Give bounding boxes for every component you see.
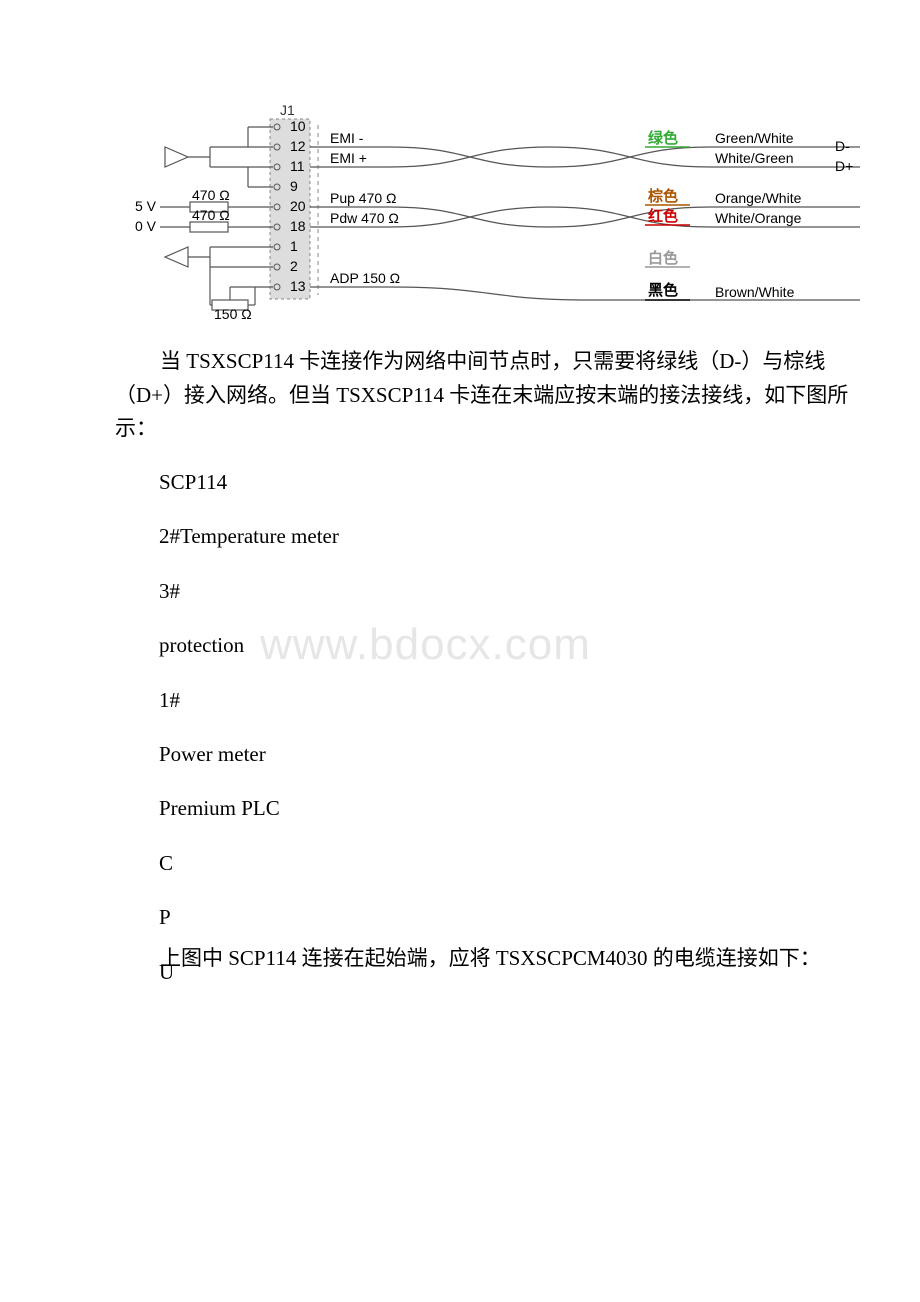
svg-text:1: 1 xyxy=(290,238,298,254)
list-item-1: SCP114 xyxy=(159,468,339,497)
list-item-2: 2#Temperature meter xyxy=(159,522,339,551)
svg-text:EMI -: EMI - xyxy=(330,130,364,146)
svg-text:13: 13 xyxy=(290,278,306,294)
list-section: SCP114 2#Temperature meter 3# protection… xyxy=(159,468,339,1012)
wiring-diagram: J1 10 12 11 9 20 18 1 2 13 xyxy=(130,95,880,320)
svg-text:470 Ω: 470 Ω xyxy=(192,187,230,203)
svg-text:0 V: 0 V xyxy=(135,218,157,234)
svg-text:D+: D+ xyxy=(835,158,853,174)
para2-text: 上图中 SCP114 连接在起始端，应将 TSXSCPCM4030 的电缆连接如… xyxy=(115,942,865,976)
svg-text:12: 12 xyxy=(290,138,306,154)
svg-text:470 Ω: 470 Ω xyxy=(192,207,230,223)
list-item-3: 3# xyxy=(159,577,339,606)
svg-text:Green/White: Green/White xyxy=(715,130,794,146)
list-item-9: P xyxy=(159,903,339,932)
svg-text:EMI +: EMI + xyxy=(330,150,367,166)
svg-text:Pup 470 Ω: Pup 470 Ω xyxy=(330,190,397,206)
list-item-7: Premium PLC xyxy=(159,794,339,823)
list-item-8: C xyxy=(159,849,339,878)
svg-text:Pdw 470 Ω: Pdw 470 Ω xyxy=(330,210,399,226)
svg-text:红色: 红色 xyxy=(648,207,678,225)
svg-text:5 V: 5 V xyxy=(135,198,157,214)
svg-text:18: 18 xyxy=(290,218,306,234)
svg-text:20: 20 xyxy=(290,198,306,214)
svg-text:10: 10 xyxy=(290,118,306,134)
right-cn-labels: 绿色 棕色 红色 白色 黑色 xyxy=(645,129,690,300)
paragraph-1: 当 TSXSCP114 卡连接作为网络中间节点时，只需要将绿线（D-）与棕线（D… xyxy=(115,345,865,446)
svg-text:白色: 白色 xyxy=(648,249,678,267)
svg-text:D-: D- xyxy=(835,138,850,154)
svg-text:White/Orange: White/Orange xyxy=(715,210,802,226)
svg-text:Brown/White: Brown/White xyxy=(715,284,795,300)
svg-text:ADP 150 Ω: ADP 150 Ω xyxy=(330,270,400,286)
svg-text:绿色: 绿色 xyxy=(648,129,678,147)
svg-text:150 Ω: 150 Ω xyxy=(214,306,252,320)
svg-text:棕色: 棕色 xyxy=(648,187,678,205)
svg-text:White/Green: White/Green xyxy=(715,150,794,166)
list-item-5: 1# xyxy=(159,686,339,715)
j1-label: J1 xyxy=(280,102,295,118)
list-item-4: protection xyxy=(159,631,339,660)
svg-text:黑色: 黑色 xyxy=(648,281,678,299)
svg-text:2: 2 xyxy=(290,258,298,274)
driver-symbols: 5 V 470 Ω 0 V 470 Ω 150 Ω xyxy=(135,127,273,320)
list-item-6: Power meter xyxy=(159,740,339,769)
paragraph-2: 上图中 SCP114 连接在起始端，应将 TSXSCPCM4030 的电缆连接如… xyxy=(115,942,865,976)
para1-text: 当 TSXSCP114 卡连接作为网络中间节点时，只需要将绿线（D-）与棕线（D… xyxy=(115,345,865,446)
svg-text:11: 11 xyxy=(290,158,305,174)
svg-text:9: 9 xyxy=(290,178,298,194)
right-en-labels: Green/White White/Green Orange/White Whi… xyxy=(712,130,820,300)
polarity-labels: D- D+ xyxy=(835,138,853,174)
svg-text:Orange/White: Orange/White xyxy=(715,190,802,206)
